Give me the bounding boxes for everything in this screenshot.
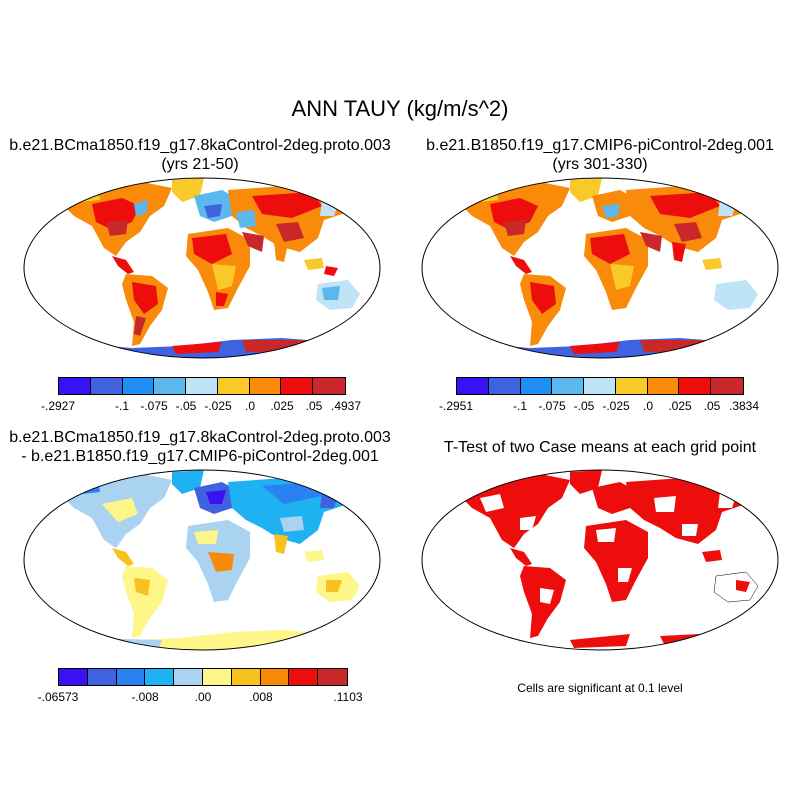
colorbar-swatch	[520, 378, 553, 394]
continent-antarctica	[24, 630, 380, 650]
colorbar-swatch	[281, 378, 314, 394]
colorbar-swatch	[231, 669, 261, 685]
panel-2-title-line1: b.e21.B1850.f19_g17.CMIP6-piControl-2deg…	[426, 137, 774, 154]
colorbar-swatch	[116, 669, 146, 685]
colorbar-swatch	[679, 378, 712, 394]
panel-3-title: b.e21.BCma1850.f19_g17.8kaControl-2deg.p…	[0, 428, 400, 466]
map-panel-3	[23, 469, 381, 651]
colorbar-tick-label: .4937	[330, 399, 362, 413]
colorbar-swatch	[202, 669, 232, 685]
colorbar-tick-label: -.2927	[40, 399, 76, 413]
colorbar-swatch	[145, 669, 175, 685]
colorbar-tick-label: .1103	[333, 690, 363, 704]
colorbar-tick-label: .025	[270, 399, 294, 413]
colorbar-tick-label: -.05	[175, 399, 197, 413]
panel-1-title-line2: (yrs 21-50)	[161, 156, 239, 173]
panel-3-title-line2: - b.e21.B1850.f19_g17.CMIP6-piControl-2d…	[21, 448, 379, 465]
map-panel-2	[421, 177, 779, 359]
map-panel-1	[23, 177, 381, 359]
colorbar-swatch	[260, 669, 290, 685]
significance-note: Cells are significant at 0.1 level	[517, 681, 683, 695]
colorbar-swatch	[313, 378, 345, 394]
panel-1-title-line1: b.e21.BCma1850.f19_g17.8kaControl-2deg.p…	[9, 137, 391, 154]
colorbar-panel-1	[58, 377, 346, 395]
colorbar-swatch	[318, 669, 347, 685]
panel-1-title: b.e21.BCma1850.f19_g17.8kaControl-2deg.p…	[0, 136, 400, 174]
colorbar-swatch	[249, 378, 282, 394]
colorbar-swatch	[289, 669, 319, 685]
colorbar-tick-label: .0	[244, 399, 256, 413]
continent-australia	[714, 280, 758, 310]
figure-title: ANN TAUY (kg/m/s^2)	[291, 96, 509, 121]
colorbar-panel-2	[456, 377, 744, 395]
colorbar-tick-label: .05	[305, 399, 323, 413]
panel-3-title-line1: b.e21.BCma1850.f19_g17.8kaControl-2deg.p…	[9, 429, 391, 446]
colorbar-swatch	[552, 378, 585, 394]
colorbar-swatch	[154, 378, 187, 394]
map-panel-4	[421, 469, 779, 651]
colorbar-tick-label: -.1	[512, 399, 528, 413]
colorbar-tick-label: .05	[703, 399, 721, 413]
colorbar-swatch	[711, 378, 743, 394]
colorbar-swatch	[615, 378, 648, 394]
continent-antarctica	[570, 634, 630, 648]
continent-africa	[584, 520, 648, 602]
colorbar-tick-label: -.2951	[438, 399, 474, 413]
colorbar-tick-label: -.025	[602, 399, 630, 413]
colorbar-tick-label: .008	[249, 690, 273, 704]
panel-4-title: T-Test of two Case means at each grid po…	[400, 438, 800, 457]
colorbar-swatch	[174, 669, 203, 685]
colorbar-panel-3	[58, 668, 348, 686]
panel-2-title: b.e21.B1850.f19_g17.CMIP6-piControl-2deg…	[400, 136, 800, 174]
colorbar-swatch	[59, 378, 91, 394]
continent-europe	[592, 482, 638, 514]
colorbar-tick-label: .025	[668, 399, 692, 413]
colorbar-tick-label: .0	[642, 399, 654, 413]
panel-4-title-line1: T-Test of two Case means at each grid po…	[443, 439, 757, 456]
colorbar-swatch	[457, 378, 489, 394]
colorbar-swatch	[186, 378, 218, 394]
colorbar-tick-label: -.075	[538, 399, 566, 413]
colorbar-swatch	[584, 378, 616, 394]
colorbar-tick-label: -.008	[131, 690, 159, 704]
panel-2-title-line2: (yrs 301-330)	[552, 156, 648, 173]
colorbar-tick-label: -.06573	[37, 690, 79, 704]
colorbar-swatch	[488, 378, 521, 394]
colorbar-swatch	[122, 378, 155, 394]
colorbar-tick-label: .3834	[728, 399, 760, 413]
colorbar-swatch	[87, 669, 117, 685]
colorbar-tick-label: -.05	[573, 399, 595, 413]
colorbar-swatch	[217, 378, 250, 394]
colorbar-tick-label: -.1	[114, 399, 130, 413]
colorbar-swatch	[90, 378, 123, 394]
colorbar-tick-label: -.025	[204, 399, 232, 413]
colorbar-swatch	[59, 669, 88, 685]
continent-south-america	[122, 566, 168, 638]
colorbar-tick-label: .00	[194, 690, 212, 704]
colorbar-swatch	[647, 378, 680, 394]
colorbar-tick-label: -.075	[140, 399, 168, 413]
continent-north-america	[460, 472, 570, 548]
